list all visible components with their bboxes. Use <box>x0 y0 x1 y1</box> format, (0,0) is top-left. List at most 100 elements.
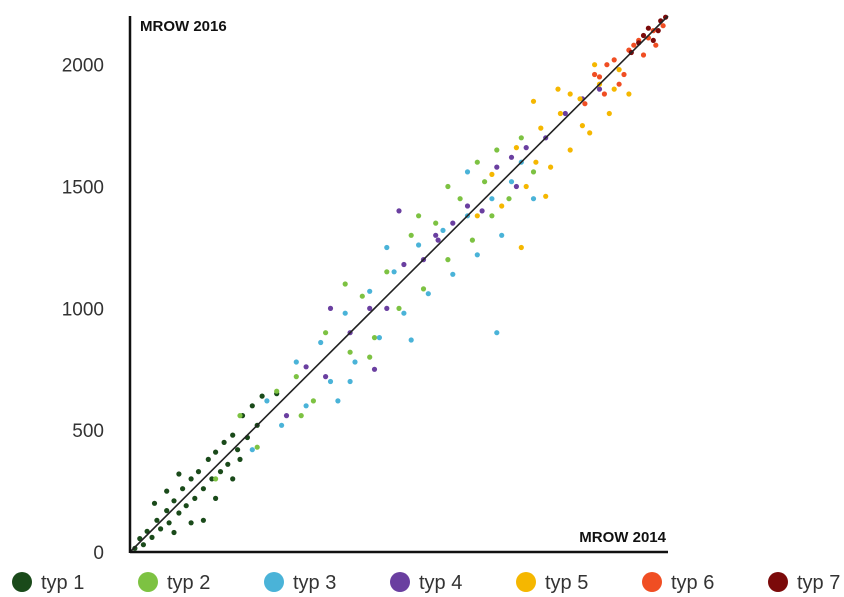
legend-label: typ 3 <box>293 572 336 594</box>
legend-swatch <box>516 572 536 592</box>
data-point <box>655 28 661 34</box>
data-point <box>513 145 520 151</box>
data-point <box>384 305 390 311</box>
data-point <box>217 469 224 475</box>
data-point <box>230 432 236 438</box>
data-point <box>279 422 285 428</box>
data-point <box>518 244 524 251</box>
data-point <box>249 447 255 453</box>
data-point <box>621 71 627 78</box>
data-point <box>298 413 304 419</box>
data-point <box>225 461 231 467</box>
data-point <box>237 413 243 419</box>
data-point <box>401 310 407 316</box>
data-point <box>548 164 554 170</box>
data-point <box>555 86 561 92</box>
data-point <box>592 62 598 68</box>
y-tick-label: 2000 <box>62 56 104 77</box>
data-point <box>425 291 431 297</box>
data-point <box>259 393 265 399</box>
data-point <box>352 359 358 365</box>
legend-swatch <box>138 572 158 592</box>
data-point <box>367 354 373 360</box>
data-point <box>562 110 568 117</box>
data-point <box>518 135 524 141</box>
legend-swatch <box>768 572 788 592</box>
data-point <box>440 227 446 233</box>
data-point <box>596 86 603 92</box>
data-point <box>450 271 456 277</box>
data-point <box>489 196 495 202</box>
data-point <box>213 476 219 482</box>
legend-swatch <box>12 572 32 592</box>
data-point <box>303 364 309 370</box>
data-point <box>367 305 373 311</box>
data-point <box>342 310 348 316</box>
data-point <box>371 366 378 372</box>
data-point <box>327 378 334 385</box>
data-point <box>611 86 617 92</box>
data-point <box>342 281 348 287</box>
data-point <box>200 517 206 523</box>
legend-swatch <box>390 572 410 592</box>
data-point <box>183 503 189 509</box>
data-point <box>474 252 480 258</box>
data-point <box>650 37 656 44</box>
data-point <box>249 403 255 409</box>
y-tick-label: 1500 <box>62 178 104 199</box>
data-point <box>663 14 669 20</box>
data-point <box>506 196 512 202</box>
data-point <box>416 242 422 248</box>
data-point <box>433 220 439 226</box>
data-point <box>513 183 520 190</box>
data-point <box>543 193 549 199</box>
data-point <box>445 257 451 263</box>
data-point <box>469 237 475 243</box>
legend-swatch <box>264 572 284 592</box>
data-point <box>323 374 329 380</box>
legend-label: typ 6 <box>671 572 714 594</box>
data-point <box>384 244 390 251</box>
trend-line <box>129 15 669 553</box>
data-point <box>347 378 353 385</box>
data-point <box>508 154 515 160</box>
data-point <box>489 171 495 177</box>
data-point <box>616 67 622 73</box>
data-point <box>401 261 407 268</box>
data-point <box>601 91 608 97</box>
data-point <box>408 232 414 238</box>
y-tick-label: 1000 <box>62 299 104 320</box>
data-point <box>176 510 182 516</box>
data-point <box>140 542 146 548</box>
data-point <box>579 123 586 129</box>
data-point <box>154 517 160 523</box>
data-point <box>523 145 529 151</box>
data-point <box>200 486 206 492</box>
data-point <box>396 305 402 311</box>
data-point <box>209 476 215 482</box>
legend-label: typ 7 <box>797 572 840 594</box>
data-point <box>592 71 598 78</box>
data-point <box>166 520 172 526</box>
data-point <box>367 288 373 294</box>
data-point <box>149 534 155 541</box>
data-point <box>482 179 488 185</box>
data-point <box>254 444 260 450</box>
data-point <box>420 286 427 292</box>
data-point <box>494 330 500 336</box>
data-point <box>606 110 612 117</box>
data-point <box>359 293 365 299</box>
data-point <box>376 335 382 341</box>
data-point <box>494 147 500 153</box>
data-point <box>188 520 194 526</box>
data-point <box>192 495 198 501</box>
data-point <box>274 388 280 394</box>
data-point <box>479 208 485 214</box>
data-point <box>530 169 537 175</box>
data-point <box>538 125 544 131</box>
data-point <box>264 398 270 404</box>
data-point <box>616 81 622 87</box>
y-axis-title: MROW 2016 <box>140 18 227 35</box>
data-point <box>557 110 564 117</box>
